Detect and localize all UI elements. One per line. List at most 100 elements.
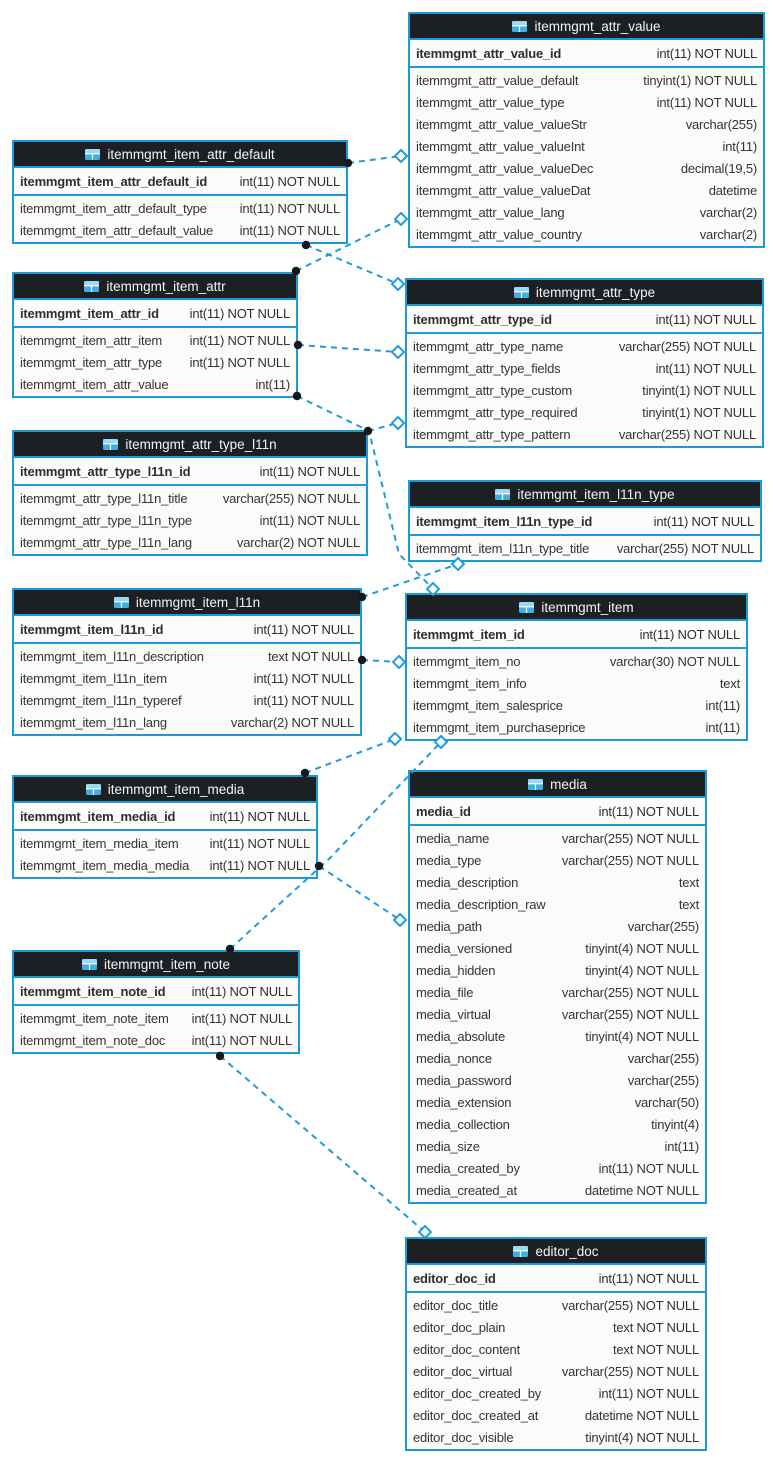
- column-type: int(11) NOT NULL: [191, 1010, 293, 1026]
- primary-key-name: media_id: [416, 803, 471, 819]
- table-header: itemmgmt_attr_value: [410, 14, 763, 40]
- primary-key-row: itemmgmt_item_l11n_id int(11) NOT NULL: [14, 616, 360, 644]
- column-type: varchar(2): [699, 226, 757, 242]
- column-name: itemmgmt_attr_value_valueInt: [416, 138, 585, 154]
- table-card-itemmgmt_item_attr[interactable]: itemmgmt_item_attr itemmgmt_item_attr_id…: [12, 272, 298, 398]
- table-card-itemmgmt_item_attr_default[interactable]: itemmgmt_item_attr_default itemmgmt_item…: [12, 140, 348, 244]
- column-type: varchar(255) NOT NULL: [561, 852, 699, 868]
- table-card-itemmgmt_attr_type[interactable]: itemmgmt_attr_type itemmgmt_attr_type_id…: [405, 278, 764, 448]
- relation-itemmgmt_item_attr_default-to-itemmgmt_attr_type: [301, 240, 406, 292]
- column-row: itemmgmt_attr_value_default tinyint(1) NO…: [410, 69, 763, 91]
- relation-itemmgmt_item_attr-to-itemmgmt_attr_type: [293, 340, 406, 360]
- column-row: media_description text: [410, 871, 705, 893]
- primary-key-name: itemmgmt_item_attr_id: [20, 305, 159, 321]
- column-name: media_password: [416, 1072, 512, 1088]
- column-type: varchar(255) NOT NULL: [561, 1006, 699, 1022]
- table-card-itemmgmt_attr_type_l11n[interactable]: itemmgmt_attr_type_l11n itemmgmt_attr_ty…: [12, 430, 368, 556]
- column-row: itemmgmt_attr_type_l11n_type int(11) NOT …: [14, 509, 366, 531]
- column-name: media_virtual: [416, 1006, 491, 1022]
- column-name: itemmgmt_item_l11n_typeref: [20, 692, 182, 708]
- column-row: itemmgmt_attr_type_custom tinyint(1) NOT …: [407, 379, 762, 401]
- column-row: editor_doc_plain text NOT NULL: [407, 1316, 705, 1338]
- primary-key-name: itemmgmt_item_l11n_id: [20, 621, 164, 637]
- column-name: itemmgmt_item_info: [413, 675, 527, 691]
- column-name: media_nonce: [416, 1050, 492, 1066]
- column-type: text NOT NULL: [267, 648, 354, 664]
- table-name: itemmgmt_item_attr_default: [107, 146, 275, 162]
- column-row: media_virtual varchar(255) NOT NULL: [410, 1003, 705, 1025]
- column-name: itemmgmt_attr_value_valueStr: [416, 116, 587, 132]
- column-name: media_type: [416, 852, 482, 868]
- table-card-itemmgmt_item_note[interactable]: itemmgmt_item_note itemmgmt_item_note_id…: [12, 950, 300, 1054]
- table-card-itemmgmt_item_l11n_type[interactable]: itemmgmt_item_l11n_type itemmgmt_item_l1…: [408, 480, 762, 562]
- primary-key-name: itemmgmt_item_media_id: [20, 808, 176, 824]
- column-row: editor_doc_content text NOT NULL: [407, 1338, 705, 1360]
- column-row: editor_doc_virtual varchar(255) NOT NULL: [407, 1360, 705, 1382]
- column-rows: itemmgmt_item_attr_item int(11) NOT NULL i…: [14, 328, 296, 396]
- column-row: media_file varchar(255) NOT NULL: [410, 981, 705, 1003]
- table-icon: [528, 778, 544, 790]
- table-card-itemmgmt_item_media[interactable]: itemmgmt_item_media itemmgmt_item_media_…: [12, 775, 318, 879]
- column-type: int(11) NOT NULL: [189, 332, 291, 348]
- column-type: int(11) NOT NULL: [239, 222, 341, 238]
- table-icon: [81, 958, 97, 970]
- table-icon: [113, 596, 129, 608]
- column-type: tinyint(1) NOT NULL: [642, 382, 756, 398]
- column-name: editor_doc_virtual: [413, 1363, 513, 1379]
- table-card-itemmgmt_item_l11n[interactable]: itemmgmt_item_l11n itemmgmt_item_l11n_id…: [12, 588, 362, 736]
- column-rows: itemmgmt_item_note_item int(11) NOT NULL i…: [14, 1006, 298, 1052]
- table-icon: [513, 1245, 529, 1257]
- column-type: varchar(255) NOT NULL: [561, 984, 699, 1000]
- table-header: itemmgmt_attr_type: [407, 280, 762, 306]
- column-name: itemmgmt_attr_value_lang: [416, 204, 565, 220]
- table-card-media[interactable]: media media_id int(11) NOT NULL media_na…: [408, 770, 707, 1204]
- primary-key-type: int(11) NOT NULL: [653, 513, 755, 529]
- primary-key-row: itemmgmt_item_note_id int(11) NOT NULL: [14, 978, 298, 1006]
- column-name: itemmgmt_item_note_doc: [20, 1032, 166, 1048]
- table-icon: [85, 148, 101, 160]
- primary-key-name: itemmgmt_item_note_id: [20, 983, 166, 999]
- column-name: itemmgmt_attr_type_l11n_type: [20, 512, 192, 528]
- column-row: media_absolute tinyint(4) NOT NULL: [410, 1025, 705, 1047]
- relation-diamond-end: [393, 148, 409, 164]
- column-name: media_versioned: [416, 940, 513, 956]
- column-name: itemmgmt_item_media_media: [20, 857, 190, 873]
- column-name: itemmgmt_item_l11n_type_title: [416, 540, 590, 556]
- column-row: itemmgmt_item_attr_type int(11) NOT NULL: [14, 351, 296, 373]
- column-row: itemmgmt_attr_value_country varchar(2): [410, 223, 763, 245]
- table-name: itemmgmt_item_attr: [106, 278, 226, 294]
- column-row: itemmgmt_item_note_doc int(11) NOT NULL: [14, 1029, 298, 1051]
- column-type: varchar(255) NOT NULL: [616, 540, 754, 556]
- table-card-itemmgmt_attr_value[interactable]: itemmgmt_attr_value itemmgmt_attr_value_…: [408, 12, 765, 248]
- column-name: itemmgmt_item_note_item: [20, 1010, 169, 1026]
- column-name: itemmgmt_item_l11n_description: [20, 648, 204, 664]
- column-type: int(11) NOT NULL: [598, 1385, 700, 1401]
- column-type: int(11) NOT NULL: [253, 670, 355, 686]
- column-type: tinyint(4) NOT NULL: [585, 940, 699, 956]
- column-type: tinyint(1) NOT NULL: [643, 72, 757, 88]
- table-header: editor_doc: [407, 1239, 705, 1265]
- column-row: itemmgmt_attr_type_fields int(11) NOT NUL…: [407, 357, 762, 379]
- table-icon: [103, 438, 119, 450]
- table-card-itemmgmt_item[interactable]: itemmgmt_item itemmgmt_item_id int(11) N…: [405, 593, 748, 741]
- column-name: itemmgmt_attr_value_default: [416, 72, 579, 88]
- column-name: itemmgmt_attr_value_valueDec: [416, 160, 594, 176]
- table-header: itemmgmt_item_l11n: [14, 590, 360, 616]
- column-name: editor_doc_visible: [413, 1429, 514, 1445]
- column-row: itemmgmt_item_l11n_typeref int(11) NOT NU…: [14, 689, 360, 711]
- primary-key-row: itemmgmt_item_attr_default_id int(11) NO…: [14, 168, 346, 196]
- table-icon: [85, 783, 101, 795]
- column-type: int(11) NOT NULL: [189, 354, 291, 370]
- column-name: media_path: [416, 918, 482, 934]
- column-rows: media_name varchar(255) NOT NULL media_typ…: [410, 826, 705, 1202]
- table-name: itemmgmt_item_note: [103, 956, 231, 972]
- column-row: itemmgmt_item_l11n_type_title varchar(255…: [410, 537, 760, 559]
- column-name: itemmgmt_attr_type_fields: [413, 360, 561, 376]
- column-type: varchar(255) NOT NULL: [618, 426, 756, 442]
- column-name: itemmgmt_item_l11n_item: [20, 670, 167, 686]
- column-name: itemmgmt_attr_type_l11n_lang: [20, 534, 192, 550]
- table-card-editor_doc[interactable]: editor_doc editor_doc_id int(11) NOT NUL…: [405, 1237, 707, 1451]
- column-name: media_created_by: [416, 1160, 520, 1176]
- column-type: tinyint(4) NOT NULL: [585, 1429, 699, 1445]
